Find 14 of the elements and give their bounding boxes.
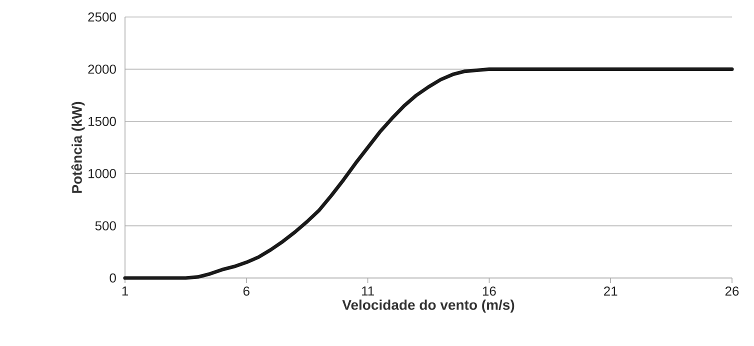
y-tick-label: 2500 xyxy=(88,12,116,22)
y-tick-label: 1500 xyxy=(88,116,116,126)
y-tick-label: 0 xyxy=(110,273,116,283)
x-tick-label: 11 xyxy=(362,286,374,296)
y-tick-label: 2000 xyxy=(88,64,116,74)
y-axis-title: Potência (kW) xyxy=(71,102,85,193)
x-axis-title: Velocidade do vento (m/s) xyxy=(342,300,514,313)
x-tick-label: 6 xyxy=(243,286,250,296)
x-tick-label: 21 xyxy=(604,286,618,296)
y-tick-label: 500 xyxy=(95,221,116,230)
x-tick-label: 26 xyxy=(725,286,739,296)
y-tick-label: 1000 xyxy=(88,168,116,178)
x-tick-label: 1 xyxy=(122,286,128,296)
x-tick-label: 16 xyxy=(482,286,496,296)
